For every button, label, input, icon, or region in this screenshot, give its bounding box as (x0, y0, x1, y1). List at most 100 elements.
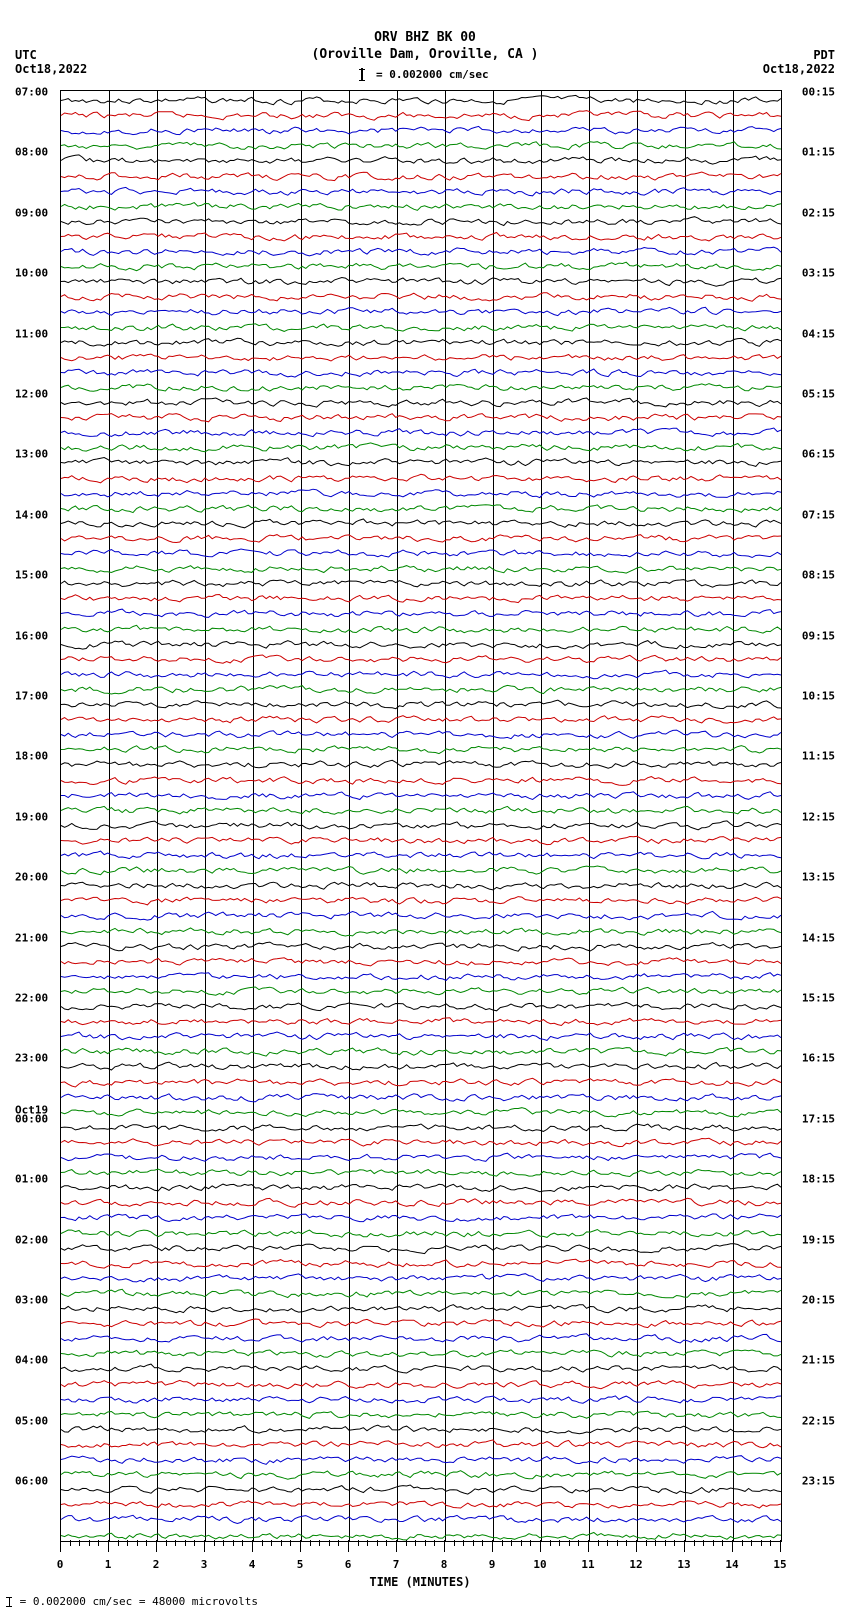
tz-right-label: PDT (763, 48, 835, 62)
x-tick-minor (473, 1540, 474, 1546)
x-tick-major (252, 1540, 253, 1552)
x-tick-major (780, 1540, 781, 1552)
right-time-label: 23:15 (802, 1475, 835, 1488)
right-time-label: 04:15 (802, 327, 835, 340)
x-tick-minor (482, 1540, 483, 1546)
left-time-label: 05:00 (15, 1414, 48, 1427)
x-tick-minor (617, 1540, 618, 1546)
x-tick-major (108, 1540, 109, 1552)
x-tick-label: 14 (725, 1558, 738, 1571)
x-tick-minor (223, 1540, 224, 1546)
x-tick-minor (242, 1540, 243, 1546)
x-tick-minor (694, 1540, 695, 1546)
tz-left-date: Oct18,2022 (15, 62, 87, 76)
right-time-label: 07:15 (802, 508, 835, 521)
x-tick-major (636, 1540, 637, 1552)
x-tick-minor (722, 1540, 723, 1546)
x-tick-minor (89, 1540, 90, 1546)
footer: = 0.002000 cm/sec = 48000 microvolts (5, 1595, 258, 1608)
x-tick-major (348, 1540, 349, 1552)
right-time-label: 08:15 (802, 569, 835, 582)
chart-title-2: (Oroville Dam, Oroville, CA ) (0, 47, 850, 64)
right-time-label: 00:15 (802, 86, 835, 99)
right-time-label: 20:15 (802, 1294, 835, 1307)
x-tick-major (444, 1540, 445, 1552)
left-time-label: 01:00 (15, 1173, 48, 1186)
x-tick-minor (665, 1540, 666, 1546)
x-tick-minor (521, 1540, 522, 1546)
left-time-label: 12:00 (15, 388, 48, 401)
tz-right-block: PDT Oct18,2022 (763, 48, 835, 76)
left-time-label: 07:00 (15, 86, 48, 99)
x-tick-minor (146, 1540, 147, 1546)
tz-left-block: UTC Oct18,2022 (15, 48, 87, 76)
left-time-label: 11:00 (15, 327, 48, 340)
right-time-label: 12:15 (802, 810, 835, 823)
x-tick-minor (559, 1540, 560, 1546)
right-time-label: 11:15 (802, 750, 835, 763)
x-tick-minor (646, 1540, 647, 1546)
x-tick-label: 15 (773, 1558, 786, 1571)
x-tick-major (684, 1540, 685, 1552)
x-tick-minor (598, 1540, 599, 1546)
x-tick-minor (434, 1540, 435, 1546)
x-tick-minor (358, 1540, 359, 1546)
right-time-label: 19:15 (802, 1233, 835, 1246)
x-tick-label: 10 (533, 1558, 546, 1571)
x-tick-minor (626, 1540, 627, 1546)
left-time-label: 06:00 (15, 1475, 48, 1488)
x-tick-minor (233, 1540, 234, 1546)
x-tick-minor (175, 1540, 176, 1546)
x-tick-label: 1 (105, 1558, 112, 1571)
right-time-label: 09:15 (802, 629, 835, 642)
right-time-label: 10:15 (802, 690, 835, 703)
x-tick-label: 6 (345, 1558, 352, 1571)
x-tick-minor (415, 1540, 416, 1546)
x-tick-label: 9 (489, 1558, 496, 1571)
left-time-label: 10:00 (15, 267, 48, 280)
left-time-label: 22:00 (15, 992, 48, 1005)
left-time-label: 03:00 (15, 1294, 48, 1307)
x-tick-minor (406, 1540, 407, 1546)
scale-info: = 0.002000 cm/sec (0, 68, 850, 82)
left-time-label: 18:00 (15, 750, 48, 763)
left-time-label: 00:00 (15, 1112, 48, 1125)
right-time-label: 21:15 (802, 1354, 835, 1367)
x-tick-minor (319, 1540, 320, 1546)
x-tick-minor (578, 1540, 579, 1546)
x-tick-minor (761, 1540, 762, 1546)
left-time-label: 09:00 (15, 206, 48, 219)
right-time-label: 05:15 (802, 388, 835, 401)
right-time-label: 01:15 (802, 146, 835, 159)
left-time-label: 17:00 (15, 690, 48, 703)
x-tick-major (732, 1540, 733, 1552)
x-tick-major (156, 1540, 157, 1552)
x-tick-minor (770, 1540, 771, 1546)
x-tick-minor (607, 1540, 608, 1546)
scale-bar-icon (361, 68, 363, 81)
x-tick-label: 13 (677, 1558, 690, 1571)
footer-text: = 0.002000 cm/sec = 48000 microvolts (20, 1595, 258, 1608)
right-time-label: 18:15 (802, 1173, 835, 1186)
x-tick-minor (98, 1540, 99, 1546)
scale-text: = 0.002000 cm/sec (376, 68, 489, 81)
left-time-label: 21:00 (15, 931, 48, 944)
x-tick-minor (454, 1540, 455, 1546)
right-time-label: 13:15 (802, 871, 835, 884)
right-time-label: 17:15 (802, 1112, 835, 1125)
right-time-label: 22:15 (802, 1414, 835, 1427)
x-tick-minor (185, 1540, 186, 1546)
x-tick-minor (386, 1540, 387, 1546)
x-tick-label: 3 (201, 1558, 208, 1571)
tz-left-label: UTC (15, 48, 87, 62)
x-tick-label: 12 (629, 1558, 642, 1571)
x-axis: TIME (MINUTES) 0123456789101112131415 (60, 1540, 780, 1589)
x-tick-minor (281, 1540, 282, 1546)
left-time-label: 04:00 (15, 1354, 48, 1367)
x-tick-minor (502, 1540, 503, 1546)
x-tick-minor (166, 1540, 167, 1546)
x-tick-label: 2 (153, 1558, 160, 1571)
right-time-label: 03:15 (802, 267, 835, 280)
x-tick-minor (329, 1540, 330, 1546)
x-tick-minor (367, 1540, 368, 1546)
